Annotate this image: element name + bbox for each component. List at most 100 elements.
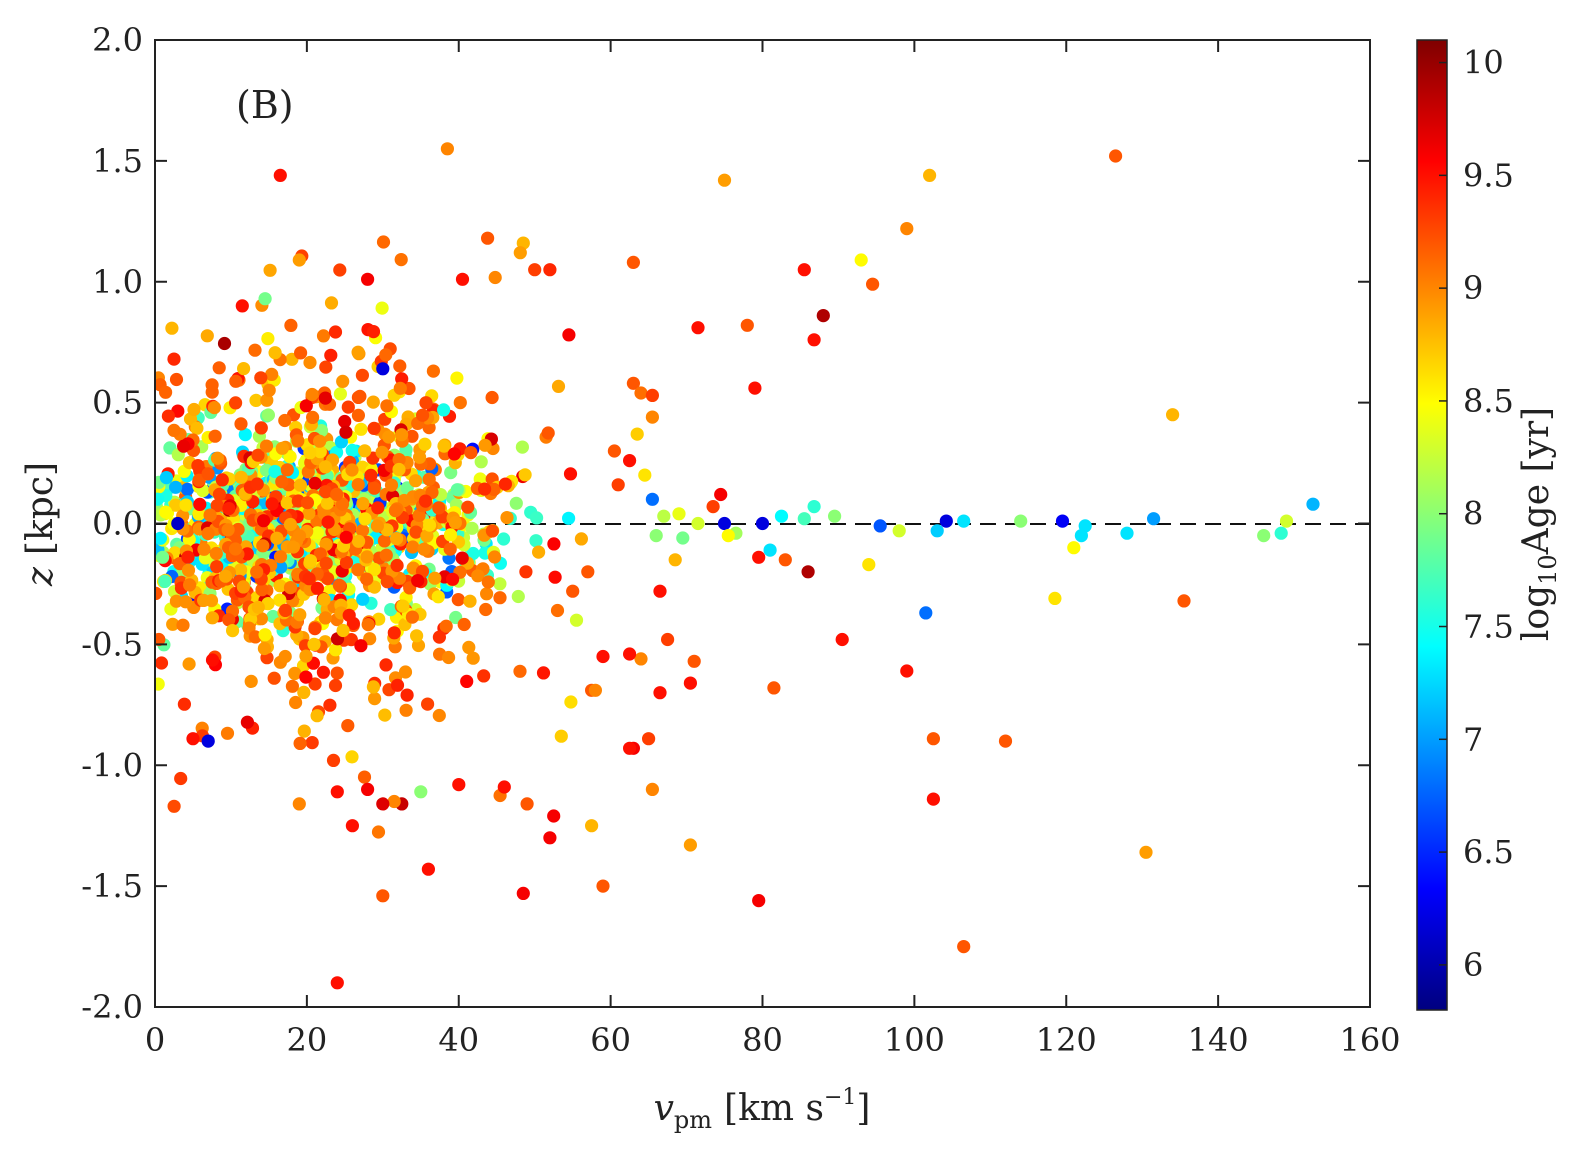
data-point: [623, 454, 637, 468]
data-point: [273, 550, 288, 564]
data-point: [356, 592, 370, 606]
data-point: [260, 393, 274, 407]
data-point: [356, 497, 370, 511]
data-point: [379, 348, 393, 362]
data-point: [378, 708, 392, 722]
data-point: [285, 679, 299, 693]
data-point: [332, 578, 346, 592]
data-point: [313, 547, 327, 561]
colorbar: [1416, 39, 1448, 1011]
data-point: [273, 579, 287, 593]
data-point: [261, 332, 275, 346]
data-point: [645, 388, 660, 402]
data-point: [240, 715, 254, 729]
data-point: [411, 574, 425, 588]
data-point: [376, 797, 390, 811]
data-point: [866, 277, 880, 291]
data-point: [432, 501, 446, 515]
y-tick-label: 0.5: [92, 384, 143, 422]
data-point: [275, 441, 289, 455]
data-point: [691, 321, 705, 335]
data-point: [562, 328, 576, 342]
data-point: [273, 168, 287, 182]
x-tick-label: 60: [590, 1021, 631, 1059]
data-point: [330, 976, 344, 990]
data-point: [351, 345, 365, 359]
data-point: [360, 572, 374, 586]
data-point: [353, 389, 367, 403]
data-point: [234, 417, 248, 431]
data-point: [564, 695, 578, 709]
data-point: [926, 732, 941, 746]
data-point: [278, 413, 292, 428]
colorbar-tick-label: 9.5: [1463, 156, 1514, 194]
data-point: [361, 272, 375, 286]
data-point: [1147, 512, 1161, 526]
data-point: [155, 677, 165, 691]
data-point: [755, 516, 770, 531]
data-point: [207, 401, 221, 415]
colorbar-tick-label: 7: [1463, 720, 1483, 758]
data-point: [550, 603, 565, 618]
data-point: [197, 542, 211, 556]
data-point: [451, 593, 465, 607]
data-point: [367, 421, 381, 435]
data-point: [466, 546, 480, 561]
data-point: [596, 879, 610, 893]
data-point: [515, 440, 530, 454]
data-point: [520, 797, 534, 811]
colorbar-tick-label: 6: [1463, 946, 1483, 984]
data-point: [516, 886, 530, 901]
data-point: [626, 376, 641, 390]
data-point: [440, 142, 454, 156]
data-point: [464, 446, 478, 460]
y-tick-label: -1.0: [81, 746, 143, 784]
data-point: [293, 608, 307, 622]
data-point: [305, 387, 319, 402]
data-point: [626, 255, 641, 269]
data-point: [262, 383, 276, 397]
data-point: [480, 587, 494, 601]
data-point: [274, 560, 288, 574]
y-tick-label: 1.5: [92, 142, 143, 180]
data-point: [226, 624, 240, 638]
data-point: [209, 546, 223, 561]
data-point: [388, 504, 402, 518]
data-point: [345, 443, 359, 457]
data-point: [797, 512, 811, 526]
data-point: [466, 651, 480, 665]
data-point: [176, 618, 190, 632]
data-point: [1109, 149, 1123, 163]
data-point: [251, 448, 265, 462]
data-point: [714, 487, 728, 502]
data-point: [201, 526, 215, 541]
data-point: [313, 445, 327, 459]
data-point: [222, 613, 236, 627]
data-point: [249, 393, 263, 407]
data-point: [513, 664, 527, 678]
data-point: [532, 545, 546, 559]
data-point: [318, 460, 333, 474]
data-point: [229, 374, 243, 388]
colorbar-tick-label: 6.5: [1463, 833, 1514, 871]
data-point: [1306, 497, 1320, 511]
data-point: [366, 680, 380, 694]
data-point: [316, 665, 330, 679]
data-point: [477, 669, 491, 683]
data-point: [530, 511, 544, 525]
data-point: [443, 528, 458, 542]
data-point: [205, 653, 220, 667]
data-point: [190, 421, 204, 435]
data-point: [519, 565, 533, 579]
data-point: [201, 467, 215, 481]
data-point: [801, 565, 815, 579]
data-point: [210, 499, 224, 513]
data-point: [450, 483, 464, 497]
data-point: [333, 263, 347, 277]
data-point: [280, 463, 294, 477]
data-point: [390, 532, 404, 546]
data-point: [338, 414, 352, 429]
data-point: [201, 734, 215, 748]
data-point: [307, 637, 321, 652]
